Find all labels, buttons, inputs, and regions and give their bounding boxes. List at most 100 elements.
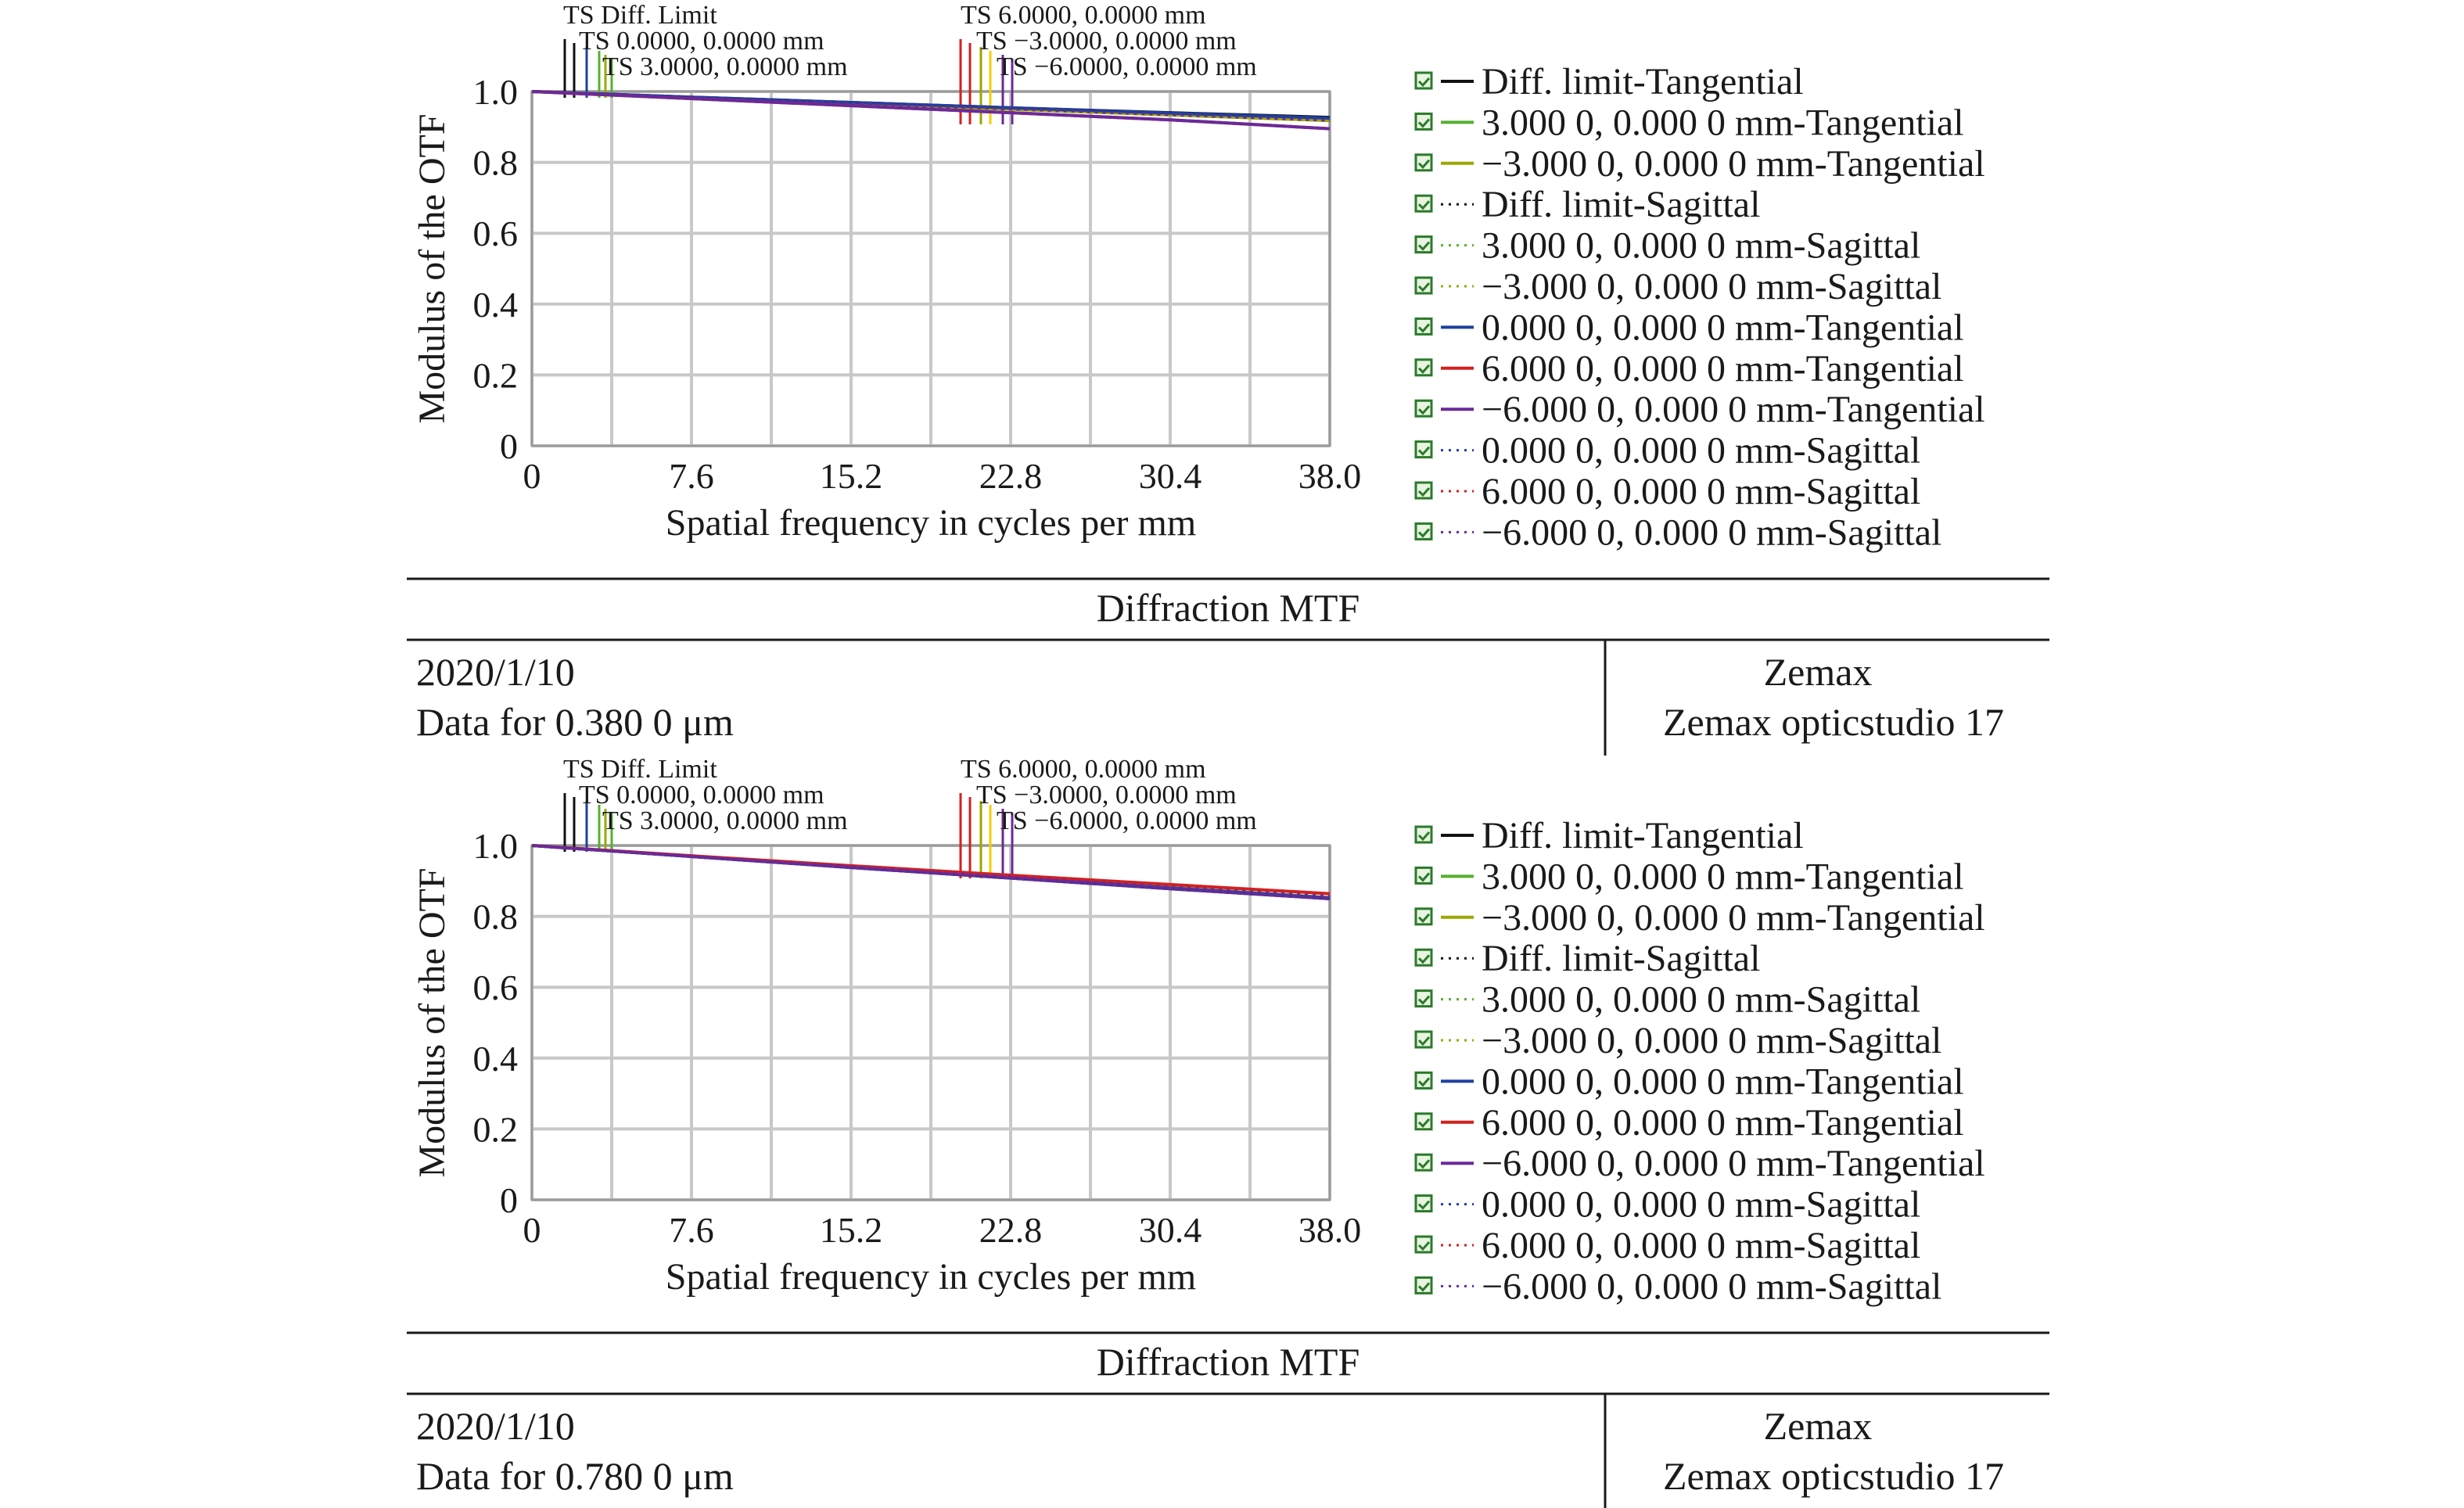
footer-company: Zemax [1764, 1404, 1873, 1448]
legend-checkbox-icon [1414, 194, 1433, 213]
legend-entry-label: −6.000 0, 0.000 0 mm-Tangential [1482, 389, 1985, 430]
checkmark-icon [1417, 913, 1431, 923]
x-tick-label: 22.8 [979, 1210, 1043, 1250]
checkmark-icon [1417, 241, 1431, 251]
plot-grid [530, 844, 1331, 1201]
legend-checkbox-icon [1414, 1153, 1433, 1172]
legend-entry-label: 3.000 0, 0.000 0 mm-Sagittal [1482, 979, 1920, 1021]
x-tick-label: 15.2 [820, 456, 883, 496]
y-tick-label: 0.2 [473, 355, 519, 395]
x-tick-label: 30.4 [1139, 456, 1202, 496]
x-tick-label: 0 [523, 1210, 541, 1250]
legend-entry-label: 6.000 0, 0.000 0 mm-Tangential [1482, 1102, 1964, 1144]
y-tick-label: 0.6 [473, 968, 519, 1007]
tick-labels: 0 7.6 15.2 22.8 30.4 38.0 0 0.2 0.4 0.6 0.8 1.0 [473, 826, 1362, 1250]
legend-entry-label: 3.000 0, 0.000 0 mm-Tangential [1482, 856, 1964, 897]
y-tick-label: 0.8 [473, 143, 519, 183]
legend-entry-label: −6.000 0, 0.000 0 mm-Sagittal [1482, 512, 1941, 553]
checkmark-icon [1417, 77, 1431, 88]
y-tick-label: 0.2 [473, 1109, 519, 1149]
legend-checkbox-icon [1414, 153, 1433, 172]
x-tick-label: 38.0 [1298, 456, 1362, 496]
field-annotation-label: TS Diff. Limit [563, 1, 717, 30]
legend-checkbox-icon [1414, 1235, 1433, 1254]
y-axis-label: Modulus of the OTF [411, 868, 453, 1178]
checkmark-icon [1417, 1159, 1431, 1169]
field-annotation-label: TS −3.0000, 0.0000 mm [976, 781, 1237, 810]
y-tick-label: 1.0 [473, 72, 519, 112]
legend-checkbox-icon [1414, 825, 1433, 844]
y-tick-label: 0 [500, 1180, 518, 1220]
checkmark-icon [1417, 1241, 1431, 1251]
y-tick-label: 0.6 [473, 214, 519, 253]
plot-frame [530, 844, 1331, 1201]
series-lines [531, 844, 1331, 900]
legend-checkbox-icon [1414, 1194, 1433, 1213]
checkmark-icon [1417, 446, 1431, 456]
checkmark-icon [1417, 872, 1431, 882]
legend-entry-label: 6.000 0, 0.000 0 mm-Tangential [1482, 348, 1964, 390]
x-tick-label: 0 [523, 456, 541, 496]
y-tick-label: 0.4 [473, 285, 519, 325]
legend-entry-label: 3.000 0, 0.000 0 mm-Sagittal [1482, 225, 1920, 267]
x-axis-label: Spatial frequency in cycles per mm [666, 1256, 1196, 1298]
legend-checkbox-icon [1414, 358, 1433, 377]
x-tick-label: 7.6 [669, 1210, 714, 1250]
legend-entry-label: 0.000 0, 0.000 0 mm-Tangential [1482, 1061, 1964, 1102]
legend-entry-label: −6.000 0, 0.000 0 mm-Tangential [1482, 1143, 1985, 1184]
y-tick-label: 0.8 [473, 897, 519, 937]
checkmark-icon [1417, 323, 1431, 333]
footer-date: 2020/1/10 [416, 650, 575, 694]
legend-checkbox-icon [1414, 948, 1433, 967]
y-axis-label: Modulus of the OTF [411, 114, 453, 424]
legend-checkbox-icon [1414, 866, 1433, 885]
y-tick-label: 1.0 [473, 826, 519, 866]
legend-checkbox-icon [1414, 1112, 1433, 1131]
legend-checkbox-icon [1414, 907, 1433, 926]
field-annotation-label: TS −3.0000, 0.0000 mm [976, 27, 1237, 56]
footer-software: Zemax opticstudio 17 [1663, 1454, 2004, 1498]
legend-entry-label: −6.000 0, 0.000 0 mm-Sagittal [1482, 1266, 1941, 1307]
legend-checkbox-icon [1414, 989, 1433, 1008]
legend-entry-label: 6.000 0, 0.000 0 mm-Sagittal [1482, 471, 1920, 512]
legend-checkbox-icon [1414, 522, 1433, 540]
plot-frame [530, 90, 1331, 447]
checkmark-icon [1417, 364, 1431, 374]
series-line [531, 90, 1331, 122]
legend-checkbox-icon [1414, 1276, 1433, 1294]
legend-entry-label: 0.000 0, 0.000 0 mm-Tangential [1482, 307, 1964, 348]
footer-software: Zemax opticstudio 17 [1663, 700, 2004, 744]
checkmark-icon [1417, 1118, 1431, 1128]
checkmark-icon [1417, 1036, 1431, 1047]
field-annotation-label: TS −6.0000, 0.0000 mm [997, 806, 1257, 835]
field-annotation-label: TS 3.0000, 0.0000 mm [602, 806, 848, 835]
series-lines [531, 90, 1331, 131]
legend-checkbox-icon [1414, 399, 1433, 418]
legend-checkbox-icon [1414, 112, 1433, 131]
checkmark-icon [1417, 282, 1431, 293]
footer-date: 2020/1/10 [416, 1404, 575, 1448]
tick-labels: 0 7.6 15.2 22.8 30.4 38.0 0 0.2 0.4 0.6 0.8 1.0 [473, 72, 1362, 496]
checkmark-icon [1417, 118, 1431, 128]
legend-entry-label: Diff. limit-Sagittal [1482, 938, 1760, 979]
legend-checkbox-icon [1414, 71, 1433, 90]
legend-checkbox-icon [1414, 1030, 1433, 1049]
field-annotation-label: TS 6.0000, 0.0000 mm [961, 755, 1206, 784]
legend-checkbox-icon [1414, 276, 1433, 295]
legend-entry-label: 0.000 0, 0.000 0 mm-Sagittal [1482, 430, 1920, 472]
x-tick-label: 22.8 [979, 456, 1043, 496]
x-tick-label: 30.4 [1139, 1210, 1202, 1250]
checkmark-icon [1417, 405, 1431, 415]
legend-checkbox-icon [1414, 481, 1433, 500]
footer-data-line: Data for 0.780 0 μm [416, 1454, 734, 1498]
chart-caption: Diffraction MTF [1097, 1340, 1360, 1384]
field-annotation-label: TS 3.0000, 0.0000 mm [602, 52, 848, 81]
footer-data-line: Data for 0.380 0 μm [416, 700, 734, 744]
field-annotation-label: TS −6.0000, 0.0000 mm [997, 52, 1257, 81]
legend-checkbox-icon [1414, 440, 1433, 459]
